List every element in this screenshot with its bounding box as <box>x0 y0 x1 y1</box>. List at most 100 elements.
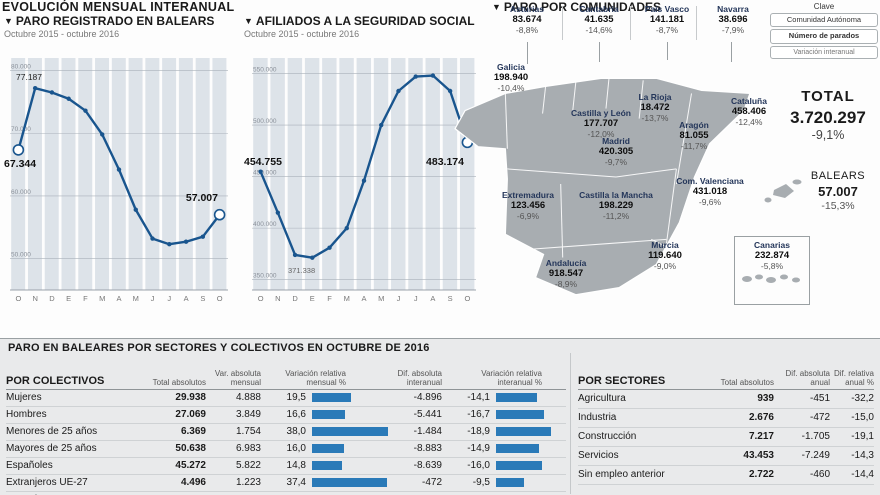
afiliados-start-label: 454.755 <box>244 156 282 168</box>
svg-text:N: N <box>275 294 280 303</box>
cell-total: 2.722 <box>748 469 774 480</box>
map-region-navarra: Navarra 38.696 -7,9% <box>717 4 749 36</box>
svg-text:N: N <box>32 294 37 303</box>
cell-total: 45.272 <box>175 460 206 471</box>
row-label: Menores de 25 años <box>6 426 98 437</box>
spain-outline <box>454 77 751 296</box>
svg-text:O: O <box>258 294 264 303</box>
row-label: Mujeres <box>6 392 42 403</box>
svg-text:A: A <box>184 294 189 303</box>
svg-text:O: O <box>464 294 470 303</box>
leader-line <box>731 42 732 62</box>
paro-peak-label: 77.187 <box>16 72 42 82</box>
label-separator <box>562 6 563 40</box>
svg-text:J: J <box>167 294 171 303</box>
map-panel: ▼ PARO POR COMUNIDADES Clave Comunidad Au… <box>450 0 880 338</box>
map-region-andalucia: Andalucía 918.547 -8,9% <box>545 258 587 290</box>
paro-panel-title: ▼ PARO REGISTRADO EN BALEARS <box>4 14 214 28</box>
svg-text:400.000: 400.000 <box>253 221 277 228</box>
legend-item-comunidad: Comunidad Autónoma <box>770 13 878 28</box>
table-row: Hombres 27.069 3.849 16,6 -5.441 -16,7 <box>6 406 566 424</box>
row-label: Servicios <box>578 450 619 461</box>
svg-text:550.000: 550.000 <box>253 66 277 73</box>
cell-var-mensual: 5.822 <box>235 460 261 471</box>
svg-text:80.000: 80.000 <box>11 64 31 71</box>
svg-text:E: E <box>310 294 315 303</box>
svg-text:A: A <box>430 294 435 303</box>
cell-dif-interanual: -472 <box>421 477 442 488</box>
svg-text:D: D <box>49 294 55 303</box>
cell-total: 7.217 <box>748 431 774 442</box>
cell-var-mensual: 4.888 <box>235 392 261 403</box>
cell-rel-anual: -19,1 <box>851 431 874 442</box>
balears-block: BALEARS 57.007 -15,3% <box>810 170 866 212</box>
svg-text:70.000: 70.000 <box>11 126 31 133</box>
svg-text:F: F <box>327 294 332 303</box>
cell-rel-anual: -14,4 <box>851 469 874 480</box>
row-label: Construcción <box>578 431 637 442</box>
cell-dif-anual: -7.249 <box>801 450 830 461</box>
row-label: Extranjeros UE-27 <box>6 477 88 488</box>
table-row: Construcción 7.217 -1.705 -19,1 <box>578 427 874 447</box>
map-region-pais-vasco: País Vasco 141.181 -8,7% <box>644 4 690 36</box>
cell-rel-anual: -32,2 <box>851 393 874 404</box>
col-header-total: Total absolutos <box>152 377 206 387</box>
svg-text:500.000: 500.000 <box>253 118 277 125</box>
table-row: Menores de 25 años 6.369 1.754 38,0 -1.4… <box>6 423 566 441</box>
cell-rel-interanual: -14,9 <box>467 443 490 454</box>
col-header-rel-interanual: Variación relativa interanual % <box>481 368 542 387</box>
bar-rel-mensual <box>312 427 388 436</box>
paro-panel-subtitle: Octubre 2015 - octubre 2016 <box>4 29 120 39</box>
cell-dif-interanual: -8.639 <box>413 460 442 471</box>
label-separator <box>630 6 631 40</box>
cell-dif-interanual: -4.896 <box>413 392 442 403</box>
table-row: Servicios 43.453 -7.249 -14,3 <box>578 446 874 466</box>
afiliados-panel-title-text: AFILIADOS A LA SEGURIDAD SOCIAL <box>255 14 475 28</box>
svg-text:J: J <box>414 294 418 303</box>
afiliados-min-label: 371.338 <box>288 266 316 275</box>
svg-text:M: M <box>99 294 105 303</box>
col-header-var-mensual: Var. absoluta mensual <box>214 368 261 387</box>
table-row: Agricultura 939 -451 -32,2 <box>578 389 874 409</box>
cell-var-mensual: 3.849 <box>235 409 261 420</box>
cell-rel-interanual: -9,5 <box>472 477 490 488</box>
cell-rel-anual: -14,3 <box>851 450 874 461</box>
col-header-rel-mensual: Variación relativa mensual % <box>285 368 346 387</box>
canary-islands-shapes <box>742 274 800 284</box>
afiliados-panel-title: ▼ AFILIADOS A LA SEGURIDAD SOCIAL <box>244 14 475 28</box>
paro-line-chart: 80.000 70.000 60.000 50.000 O N D E F M A M J J A S O <box>10 58 228 303</box>
row-label: Españoles <box>6 460 53 471</box>
map-legend: Clave Comunidad Autónoma Número de parad… <box>770 2 878 61</box>
cell-dif-anual: -472 <box>809 412 830 423</box>
svg-text:S: S <box>200 294 205 303</box>
cell-rel-mensual: 38,0 <box>286 426 306 437</box>
cell-rel-mensual: 14,8 <box>286 460 306 471</box>
section-marker-icon: ▼ <box>4 16 13 26</box>
spain-map <box>454 77 751 296</box>
afiliados-panel-subtitle: Octubre 2015 - octubre 2016 <box>244 29 360 39</box>
table-row: Sin empleo anterior 2.722 -460 -14,4 <box>578 465 874 485</box>
colectivos-table: POR COLECTIVOS Total absolutos Var. abso… <box>6 355 566 495</box>
cell-var-mensual: 6.983 <box>235 443 261 454</box>
svg-text:M: M <box>133 294 139 303</box>
row-label: Agricultura <box>578 393 626 404</box>
bar-rel-mensual <box>312 393 351 402</box>
bottom-section-title: PARO EN BALEARES POR SECTORES Y COLECTIV… <box>8 342 430 354</box>
sec-header-rel-anual: Dif. relativa anual % <box>833 368 874 387</box>
bar-rel-interanual <box>496 427 551 436</box>
cell-total: 2.676 <box>748 412 774 423</box>
svg-text:J: J <box>397 294 401 303</box>
cell-var-mensual: 1.223 <box>235 477 261 488</box>
map-panel-title: ▼ PARO POR COMUNIDADES <box>492 0 661 14</box>
paro-end-label: 57.007 <box>185 192 218 204</box>
cell-rel-mensual: 19,5 <box>286 392 306 403</box>
svg-text:O: O <box>217 294 223 303</box>
cell-dif-interanual: -8.883 <box>413 443 442 454</box>
col-header-dif-interanual: Dif. absoluta interanual <box>397 368 442 387</box>
cell-total: 6.369 <box>180 426 206 437</box>
cell-dif-interanual: -5.441 <box>413 409 442 420</box>
cell-total: 50.638 <box>175 443 206 454</box>
bar-rel-interanual <box>496 444 540 453</box>
page-title: EVOLUCIÓN MENSUAL INTERANUAL <box>2 0 235 14</box>
cell-rel-interanual: -14,1 <box>467 392 490 403</box>
